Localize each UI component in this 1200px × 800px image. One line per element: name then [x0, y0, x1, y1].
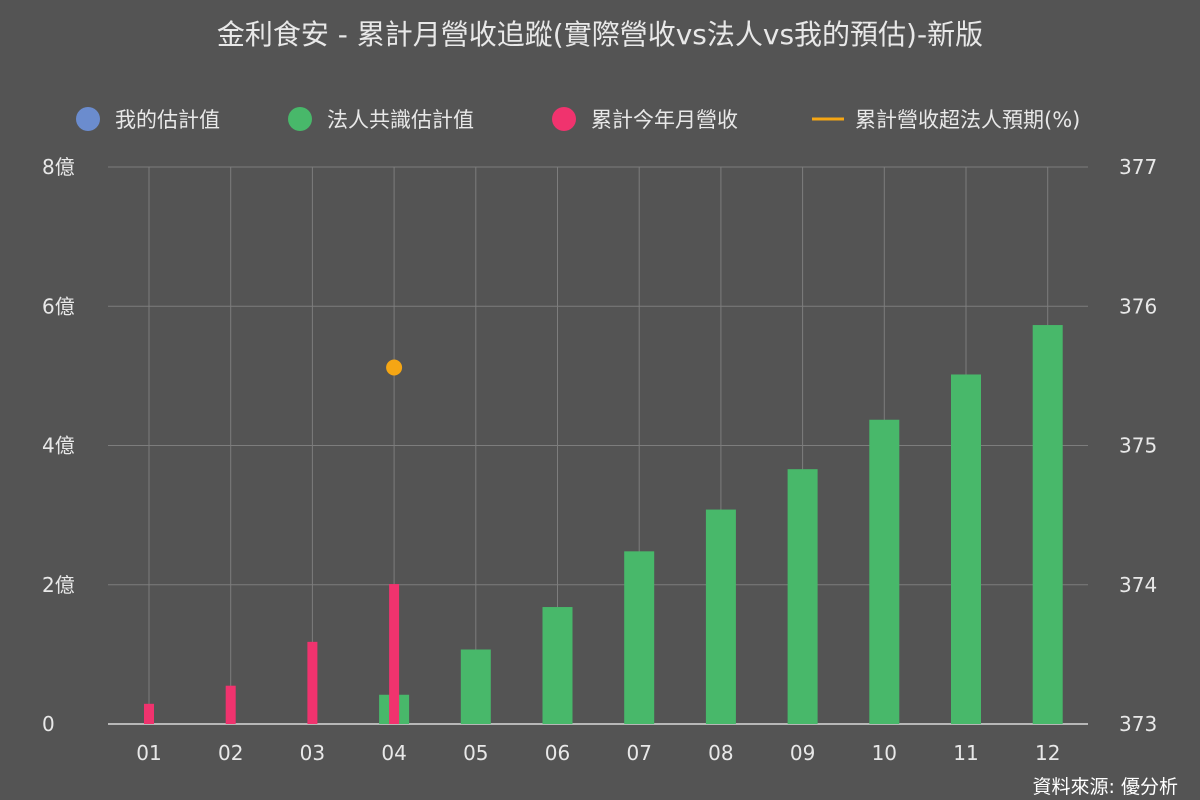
left-tick-label: 4億 — [42, 434, 75, 458]
legend-label: 法人共識估計值 — [327, 108, 474, 132]
x-tick-label: 06 — [545, 741, 570, 765]
bar — [705, 509, 736, 724]
right-tick-label: 375 — [1119, 434, 1157, 458]
points — [386, 359, 403, 376]
left-tick-label: 8億 — [42, 155, 75, 179]
legend-item[interactable]: 我的估計值 — [76, 107, 220, 132]
right-tick-label: 374 — [1119, 573, 1157, 597]
data-point — [386, 359, 403, 376]
x-tick-label: 04 — [381, 741, 406, 765]
x-tick-label: 07 — [626, 741, 651, 765]
bar — [951, 374, 981, 724]
source-label: 資料來源: 優分析 — [1033, 776, 1178, 798]
bar — [144, 703, 154, 724]
x-tick-label: 01 — [136, 741, 161, 765]
x-tick-label: 11 — [953, 741, 978, 765]
left-tick-label: 0 — [42, 712, 55, 736]
legend-circle-marker — [288, 107, 312, 131]
legend: 我的估計值 法人共識估計值 累計今年月營收 累計營收超法人預期(%) — [76, 107, 1080, 132]
bar — [460, 649, 491, 724]
legend-label: 累計今年月營收 — [591, 108, 738, 132]
legend-circle-marker — [76, 107, 100, 131]
right-tick-label: 373 — [1119, 712, 1157, 736]
chart-title: 金利食安 - 累計月營收追蹤(實際營收vs法人vs我的預估)-新版 — [217, 18, 983, 51]
x-axis: 01 02 03 04 05 06 07 08 09 10 11 12 — [136, 741, 1060, 765]
legend-label: 累計營收超法人預期(%) — [855, 108, 1080, 132]
bar — [307, 641, 318, 724]
legend-item[interactable]: 累計營收超法人預期(%) — [812, 108, 1080, 132]
left-tick-label: 6億 — [42, 294, 75, 318]
bar — [225, 685, 236, 724]
left-tick-label: 2億 — [42, 573, 75, 597]
x-tick-label: 10 — [872, 741, 897, 765]
x-tick-label: 05 — [463, 741, 488, 765]
x-tick-label: 12 — [1035, 741, 1060, 765]
bars — [144, 325, 1063, 724]
left-axis: 0 2億 4億 6億 8億 — [42, 155, 75, 736]
grid — [108, 166, 1088, 725]
legend-item[interactable]: 累計今年月營收 — [552, 107, 738, 132]
right-tick-label: 377 — [1119, 155, 1157, 179]
x-tick-label: 03 — [300, 741, 325, 765]
bar — [542, 607, 573, 724]
legend-item[interactable]: 法人共識估計值 — [288, 107, 474, 132]
right-tick-label: 376 — [1119, 294, 1157, 318]
x-tick-label: 02 — [218, 741, 243, 765]
bar — [787, 469, 818, 724]
right-axis: 373 374 375 376 377 — [1119, 155, 1157, 736]
x-tick-label: 08 — [708, 741, 733, 765]
bar — [624, 551, 655, 724]
bar — [1032, 325, 1063, 724]
legend-label: 我的估計值 — [115, 108, 220, 132]
legend-circle-marker — [552, 107, 576, 131]
x-tick-label: 09 — [790, 741, 815, 765]
bar — [869, 419, 900, 724]
bar — [389, 584, 400, 724]
